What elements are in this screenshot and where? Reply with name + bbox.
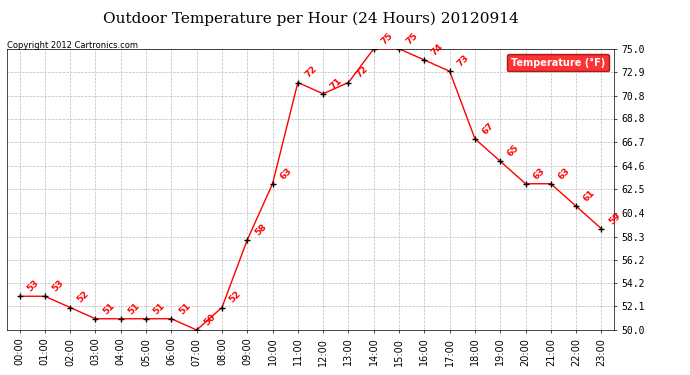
- Text: 53: 53: [50, 278, 66, 294]
- Text: 63: 63: [556, 166, 571, 181]
- Text: 71: 71: [328, 76, 344, 91]
- Text: 75: 75: [380, 31, 395, 46]
- Text: 59: 59: [607, 211, 622, 226]
- Text: Outdoor Temperature per Hour (24 Hours) 20120914: Outdoor Temperature per Hour (24 Hours) …: [103, 11, 518, 26]
- Text: 72: 72: [304, 64, 319, 80]
- Text: 51: 51: [152, 301, 167, 316]
- Text: 51: 51: [101, 301, 116, 316]
- Text: 51: 51: [126, 301, 141, 316]
- Text: 72: 72: [354, 64, 369, 80]
- Text: 65: 65: [506, 143, 521, 159]
- Text: 74: 74: [430, 42, 445, 57]
- Legend: Temperature (°F): Temperature (°F): [507, 54, 609, 72]
- Text: 58: 58: [253, 222, 268, 237]
- Text: 53: 53: [25, 278, 40, 294]
- Text: 63: 63: [531, 166, 546, 181]
- Text: 73: 73: [455, 53, 471, 69]
- Text: 63: 63: [278, 166, 293, 181]
- Text: Copyright 2012 Cartronics.com: Copyright 2012 Cartronics.com: [7, 41, 138, 50]
- Text: 51: 51: [177, 301, 192, 316]
- Text: 50: 50: [202, 312, 217, 327]
- Text: 75: 75: [404, 31, 420, 46]
- Text: 61: 61: [582, 188, 597, 204]
- Text: 52: 52: [228, 290, 243, 305]
- Text: 67: 67: [480, 121, 496, 136]
- Text: 52: 52: [76, 290, 91, 305]
